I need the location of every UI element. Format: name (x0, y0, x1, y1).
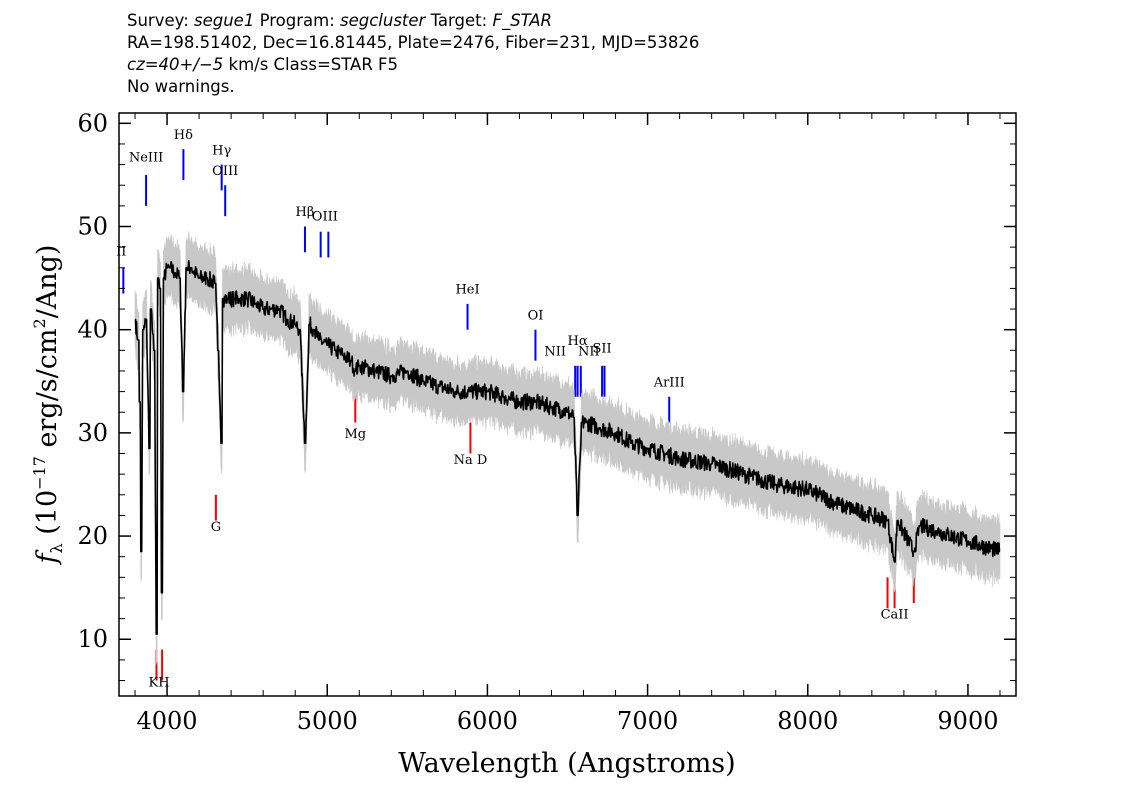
spectrum-series (134, 231, 1001, 665)
y-title-lambda: λ (47, 543, 66, 553)
x-tick-label: 7000 (617, 707, 678, 735)
header-line-redshift: cz=40+/−5 km/s Class=STAR F5 (127, 54, 699, 76)
line-label: Mg (344, 427, 366, 442)
target-value: F_STAR (492, 11, 552, 30)
y-title-unit: (10 (32, 490, 63, 543)
survey-value: segue1 (194, 11, 255, 30)
line-label: G (211, 520, 221, 535)
line-label: SII (593, 341, 612, 356)
x-axis-title: Wavelength (Angstroms) (398, 748, 735, 779)
cz-value: cz=40+/−5 (127, 55, 224, 74)
y-title-square: 2 (30, 318, 49, 328)
y-title-end: /Ang) (32, 245, 63, 319)
line-label: KH (149, 676, 170, 691)
spectrum-header: Survey: segue1 Program: segcluster Targe… (127, 10, 699, 98)
line-label: Hα (568, 334, 588, 349)
line-label: ArIII (653, 375, 685, 390)
x-tick-label: 5000 (297, 707, 358, 735)
line-label: OI (528, 308, 544, 323)
line-label: Hβ (296, 205, 315, 220)
program-value: segcluster (340, 11, 426, 30)
y-tick-label: 20 (77, 522, 108, 550)
y-tick-label: 50 (77, 213, 108, 241)
line-label: Hγ (212, 143, 231, 158)
line-label: NII (578, 344, 600, 359)
line-label: OIII (312, 209, 338, 224)
y-tick-label: 40 (77, 316, 108, 344)
x-tick-label: 6000 (457, 707, 518, 735)
y-title-f: f (32, 549, 63, 565)
x-tick-label: 8000 (777, 707, 838, 735)
line-label: CaII (881, 608, 909, 623)
line-label: NII (544, 344, 566, 359)
axes: 4000 5000 6000 7000 8000 9000 10 20 30 40 50 60 (77, 109, 1016, 735)
line-label: Hδ (174, 128, 193, 143)
line-label: II (116, 244, 126, 259)
y-title-exponent: −17 (30, 456, 49, 490)
plot-frame (118, 112, 1017, 697)
line-label: OIII (212, 164, 238, 179)
y-tick-label: 30 (77, 419, 108, 447)
spectral-line-markers: NeIIIHδHγOIIIHβOIIIHeIOINIIHαNIISIIArIII… (116, 128, 915, 691)
flux-line (134, 259, 1001, 635)
flux-error-band (134, 231, 1001, 665)
line-label: Na D (454, 453, 488, 468)
x-tick-label: 9000 (937, 707, 998, 735)
line-label: HeI (455, 283, 479, 298)
class-value: km/s Class=STAR F5 (223, 55, 399, 74)
program-label: Program: (254, 11, 340, 30)
header-line-survey: Survey: segue1 Program: segcluster Targe… (127, 10, 699, 32)
y-tick-label: 60 (77, 109, 108, 137)
header-line-warnings: No warnings. (127, 77, 235, 96)
header-line-coordinates: RA=198.51402, Dec=16.81445, Plate=2476, … (127, 33, 700, 52)
line-label: NeIII (129, 150, 163, 165)
y-axis-title: fλ (10−17 erg/s/cm2/Ang) (30, 245, 66, 566)
x-tick-label: 4000 (137, 707, 198, 735)
y-tick-label: 10 (77, 625, 108, 653)
target-label: Target: (425, 11, 493, 30)
survey-label: Survey: (127, 11, 194, 30)
y-title-rest: erg/s/cm (32, 329, 63, 457)
